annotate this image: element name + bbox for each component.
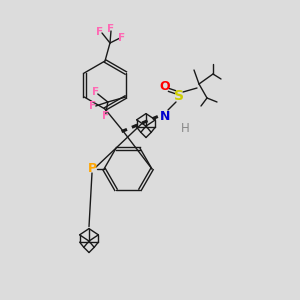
Text: N: N — [160, 110, 170, 122]
Text: F: F — [118, 33, 126, 43]
Text: F: F — [89, 101, 96, 111]
Text: F: F — [96, 27, 103, 37]
Text: F: F — [102, 111, 109, 121]
Text: H: H — [181, 122, 189, 134]
Text: F: F — [92, 87, 99, 97]
Text: S: S — [174, 89, 184, 103]
Text: F: F — [107, 24, 115, 34]
Text: O: O — [160, 80, 170, 92]
Text: P: P — [87, 163, 97, 176]
